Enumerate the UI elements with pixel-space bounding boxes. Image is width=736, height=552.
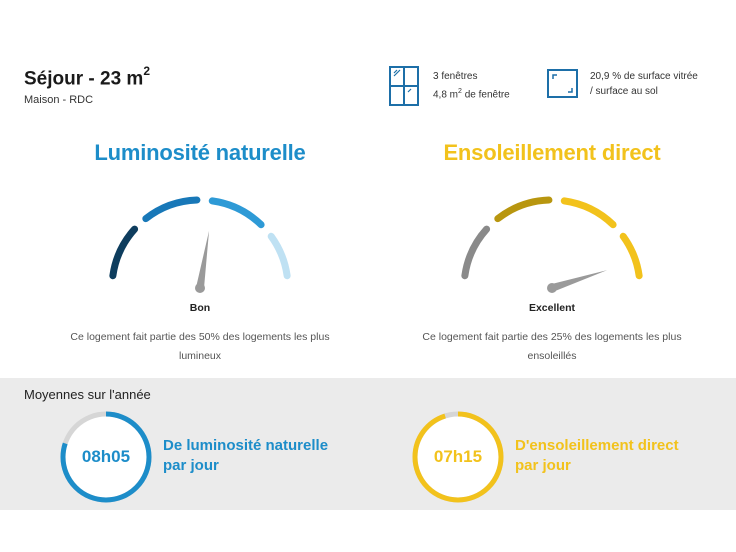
- luminosity-gauge-needle: [196, 230, 210, 289]
- sunshine-rating: Excellent: [528, 302, 576, 314]
- luminosity-hours-ring-progress: [60, 411, 152, 503]
- sunshine-description: Ce logement fait partie des 25% des loge…: [422, 331, 682, 362]
- sunshine-panel: Ensoleillement direct Excellent Ce logem…: [402, 140, 702, 366]
- luminosity-gauge-hub: [195, 283, 205, 293]
- sunshine-gauge-segment-1: [461, 225, 491, 280]
- surface-ratio: 20,9 % de surface vitrée: [590, 71, 698, 82]
- sunshine-gauge-segment-3: [560, 197, 617, 229]
- luminosity-gauge-segment-1: [109, 225, 139, 280]
- sunshine-gauge-segment-2: [494, 196, 553, 223]
- windows-count: 3 fenêtres: [433, 71, 478, 82]
- room-title: Séjour - 23 m2: [24, 64, 151, 90]
- windows-area: 4,8 m2 de fenêtre: [433, 88, 510, 101]
- luminosity-gauge-segment-4: [267, 232, 291, 280]
- window-icon: [389, 66, 419, 106]
- sunshine-hours-ring-progress: [412, 411, 504, 503]
- sunshine-gauge: [461, 196, 643, 293]
- sunshine-hours-label: D'ensoleillement direct par jour: [515, 437, 679, 474]
- windows-info: 3 fenêtres 4,8 m2 de fenêtre: [433, 69, 510, 102]
- luminosity-gauge-segment-3: [208, 197, 265, 229]
- luminosity-gauge-segment-2: [142, 196, 201, 223]
- yearly-averages-title: Moyennes sur l'année: [24, 387, 151, 402]
- yearly-averages-section: Moyennes sur l'année 08h05 De luminosité…: [0, 378, 736, 510]
- room-subtitle: Maison - RDC: [24, 94, 94, 106]
- surface-ratio-icon: [547, 69, 578, 98]
- luminosity-rating: Bon: [189, 302, 211, 314]
- surface-info: 20,9 % de surface vitrée / surface au so…: [590, 69, 698, 99]
- luminosity-gauge: [109, 196, 291, 293]
- luminosity-hours-value: 08h05: [81, 447, 131, 466]
- surface-ratio-suffix: / surface au sol: [590, 86, 658, 97]
- sunshine-hours-value: 07h15: [433, 447, 483, 466]
- luminosity-hours-ring: 08h05: [58, 409, 154, 505]
- luminosity-hours-label: De luminosité naturelle par jour: [163, 437, 329, 474]
- luminosity-panel: Luminosité naturelle Bon Ce logement fai…: [50, 140, 350, 366]
- luminosity-description: Ce logement fait partie des 50% des loge…: [70, 331, 330, 362]
- sunshine-gauge-needle: [550, 270, 608, 292]
- luminosity-title: Luminosité naturelle: [94, 140, 306, 165]
- sunshine-title: Ensoleillement direct: [443, 140, 661, 165]
- sunshine-gauge-segment-4: [619, 232, 643, 280]
- room-header: Séjour - 23 m2 Maison - RDC 3 fenêtres 4…: [0, 0, 736, 130]
- sunshine-hours-ring: 07h15: [410, 409, 506, 505]
- sunshine-gauge-hub: [547, 283, 557, 293]
